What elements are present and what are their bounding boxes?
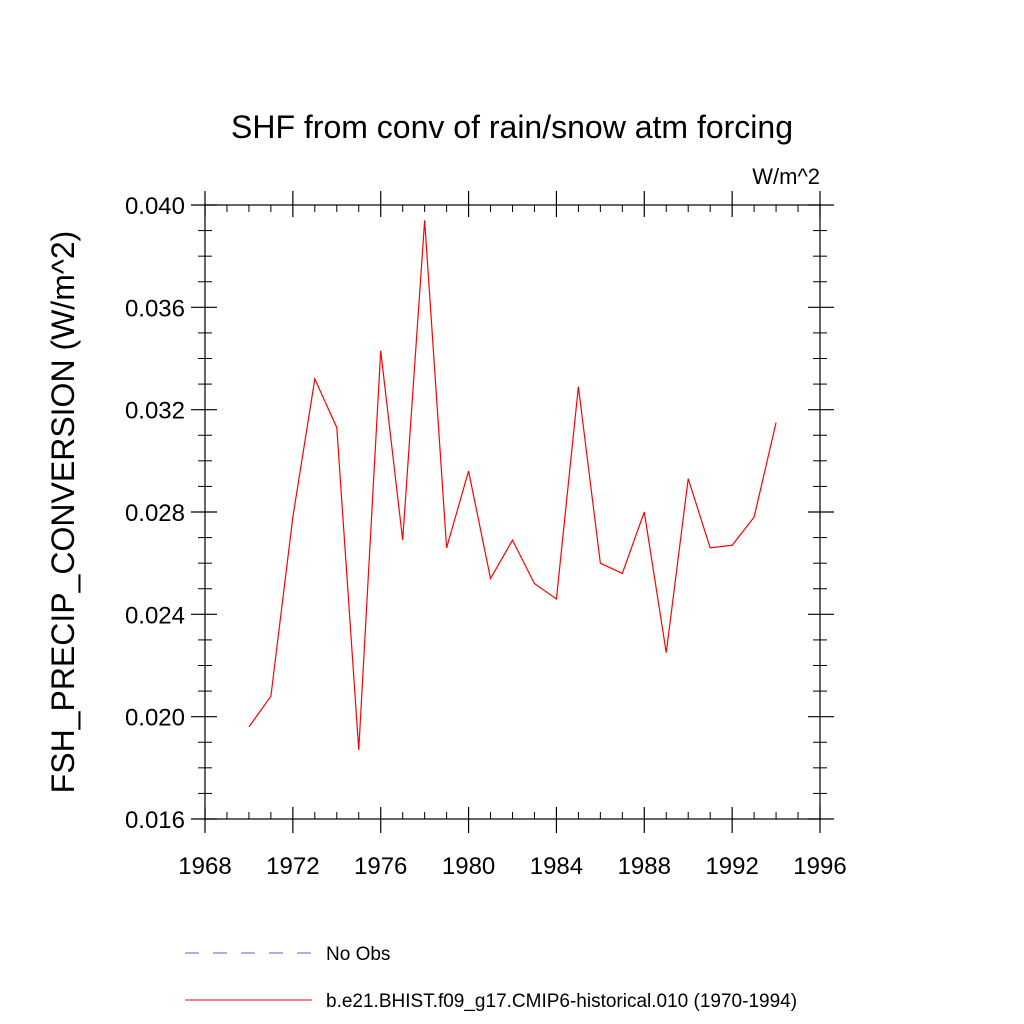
chart-title: SHF from conv of rain/snow atm forcing [231, 109, 793, 145]
x-tick-label: 1996 [793, 853, 846, 880]
y-tick-label: 0.032 [125, 398, 185, 425]
y-axis-label: FSH_PRECIP_CONVERSION (W/m^2) [45, 231, 81, 794]
y-tick-label: 0.028 [125, 500, 185, 527]
x-tick-label: 1972 [266, 853, 319, 880]
x-tick-label: 1984 [530, 853, 583, 880]
y-tick-label: 0.020 [125, 705, 185, 732]
y-tick-label: 0.036 [125, 295, 185, 322]
series-layer [248, 220, 777, 750]
y-tick-label: 0.024 [125, 602, 185, 629]
series-line-1 [248, 220, 777, 750]
legend-label-0: No Obs [326, 944, 390, 965]
x-tick-label: 1988 [618, 853, 671, 880]
x-tick-label: 1968 [178, 853, 231, 880]
units-label: W/m^2 [752, 164, 820, 189]
legend: No Obs b.e21.BHIST.f09_g17.CMIP6-historic… [185, 944, 797, 1012]
axis-ticks: 1968 1972 1976 1980 1984 1988 1992 1996 0.016 0.0… [125, 191, 847, 880]
x-tick-label: 1980 [442, 853, 495, 880]
legend-label-1: b.e21.BHIST.f09_g17.CMIP6-historical.010… [326, 991, 797, 1012]
plot-frame [204, 204, 821, 820]
y-tick-label: 0.040 [125, 193, 185, 220]
y-tick-label: 0.016 [125, 807, 185, 834]
x-tick-label: 1976 [354, 853, 407, 880]
x-tick-label: 1992 [705, 853, 758, 880]
